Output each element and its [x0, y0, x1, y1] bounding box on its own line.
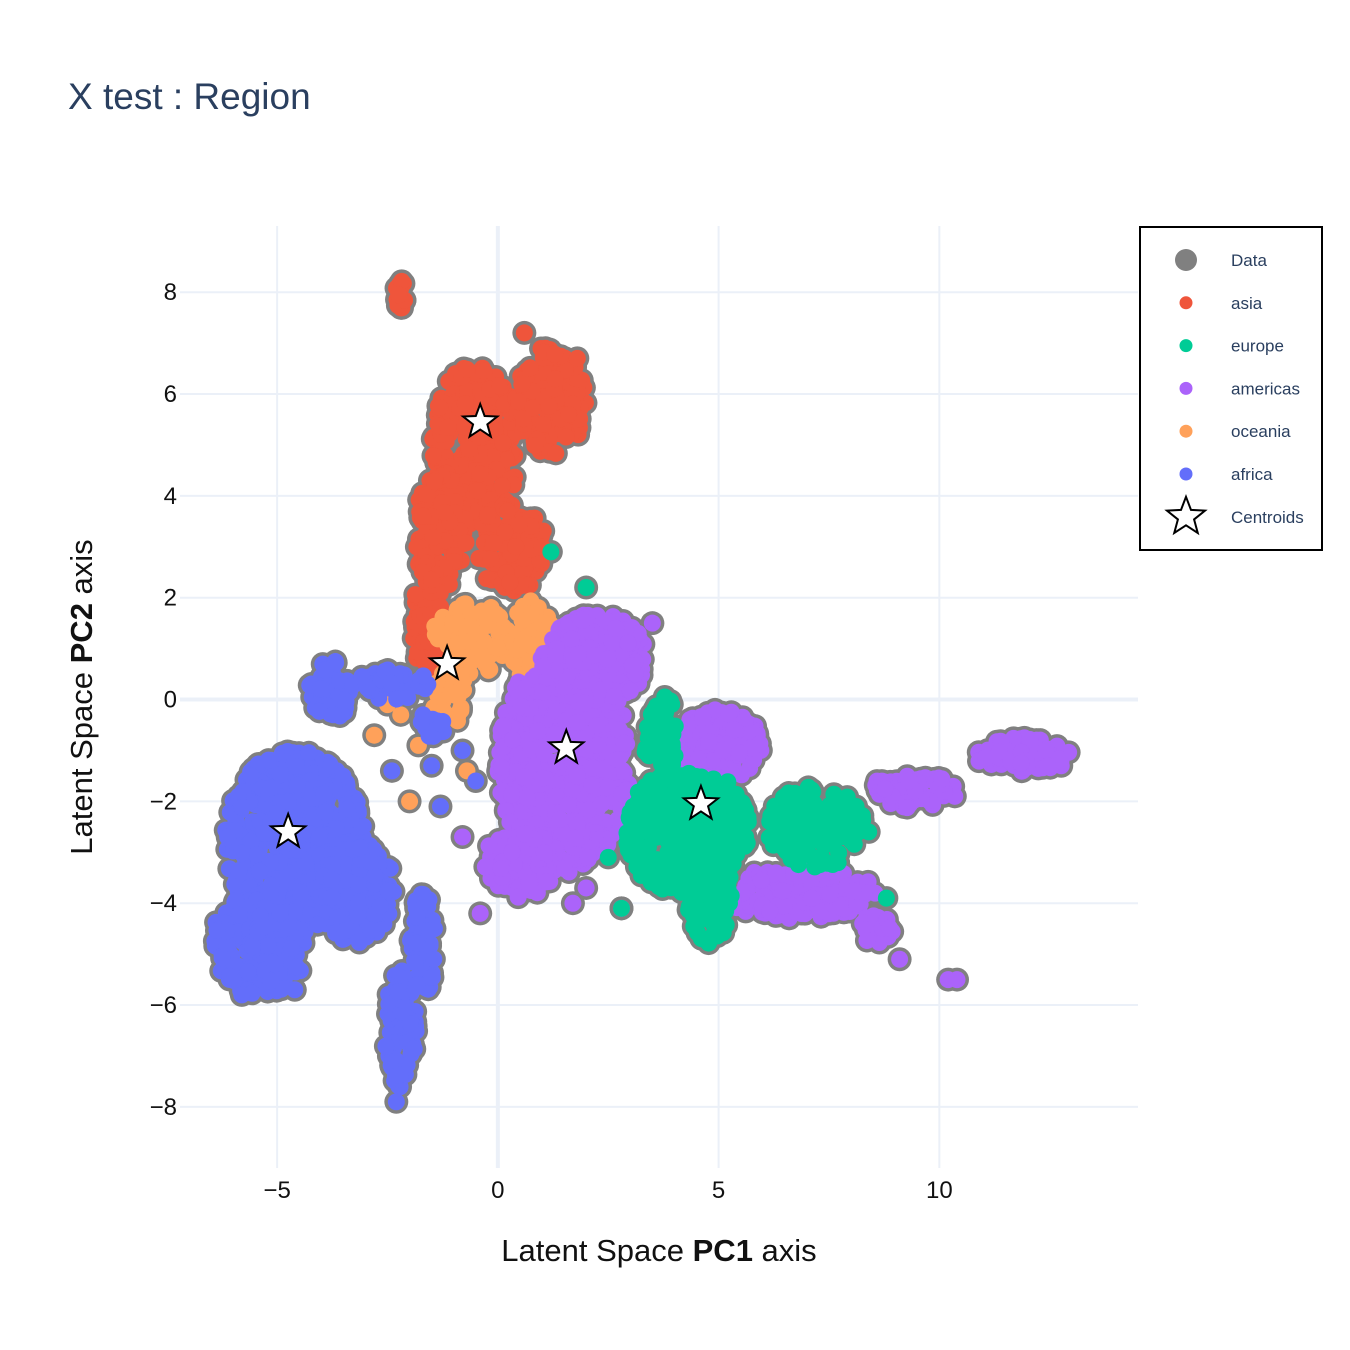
- data-point-asia: [490, 377, 508, 395]
- data-point-asia: [526, 437, 544, 455]
- data-point-asia: [540, 397, 558, 415]
- data-point-asia: [494, 434, 512, 452]
- data-point-asia: [499, 502, 517, 520]
- data-point-asia: [482, 550, 500, 568]
- data-point-oceania: [514, 631, 532, 649]
- data-point-oceania: [454, 596, 472, 614]
- data-point-asia: [456, 395, 474, 413]
- data-point-asia: [458, 360, 476, 378]
- data-point-asia: [560, 405, 578, 423]
- data-point-asia: [509, 393, 527, 411]
- data-point-oceania: [487, 605, 505, 623]
- data-point-asia: [507, 538, 525, 556]
- data-point-asia: [521, 359, 539, 377]
- data-point-asia: [414, 507, 432, 525]
- data-point-asia: [479, 506, 497, 524]
- data-point-asia: [475, 362, 493, 380]
- data-point-asia: [460, 440, 478, 458]
- data-point-asia: [425, 472, 443, 490]
- data-point-asia: [546, 370, 564, 388]
- data-point-asia: [431, 399, 449, 417]
- data-point-asia: [546, 345, 564, 363]
- data-point-oceania: [451, 701, 469, 719]
- data-layer: [202, 269, 1081, 1114]
- data-point-asia: [424, 447, 442, 465]
- data-point-asia: [423, 571, 441, 589]
- data-point-asia: [510, 516, 528, 534]
- data-point-asia: [513, 375, 531, 393]
- data-point-oceania: [459, 633, 477, 651]
- data-point-asia: [493, 477, 511, 495]
- data-point-oceania: [427, 619, 445, 637]
- data-point-asia: [390, 286, 408, 304]
- data-point-asia: [471, 465, 489, 483]
- chart-title: X test : Region: [68, 76, 311, 117]
- data-point-oceania: [401, 792, 419, 810]
- data-point-oceania: [447, 685, 465, 703]
- data-point-asia: [515, 324, 533, 342]
- data-point-asia: [424, 528, 442, 546]
- data-point-asia: [501, 573, 519, 591]
- data-point-asia: [534, 415, 552, 433]
- data-point-oceania: [513, 611, 531, 629]
- data-point-asia: [557, 428, 575, 446]
- data-point-asia: [439, 418, 457, 436]
- data-point-asia: [469, 482, 487, 500]
- data-point-asia: [485, 534, 503, 552]
- data-point-asia: [456, 418, 474, 436]
- data-point-oceania: [365, 726, 383, 744]
- data-point-asia: [568, 349, 586, 367]
- data-point-asia: [547, 444, 565, 462]
- data-point-oceania: [444, 615, 462, 633]
